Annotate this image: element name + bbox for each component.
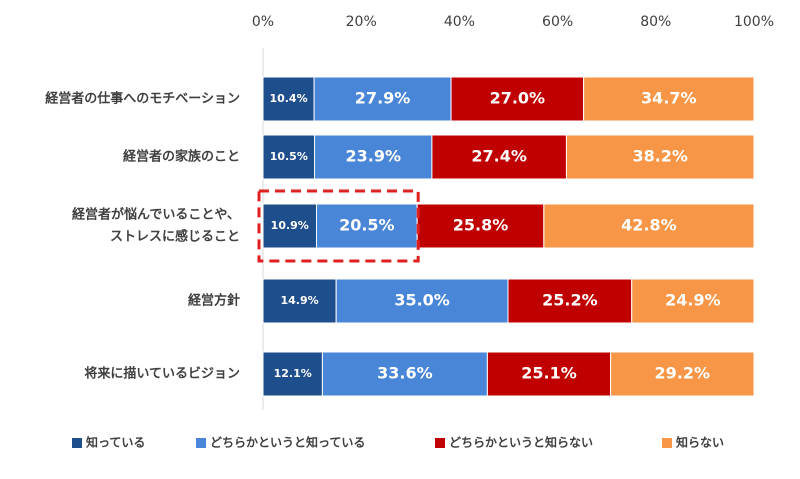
- highlight-box: [257, 189, 420, 263]
- bar-segment: [316, 203, 418, 249]
- bar-segment: [610, 351, 755, 397]
- category-label: 将来に描いているビジョン: [84, 366, 240, 382]
- bar-segment: [314, 134, 433, 180]
- data-label: 29.2%: [655, 364, 711, 383]
- bar-segment: [321, 351, 488, 397]
- x-tick-label: 0%: [252, 14, 274, 30]
- x-tick-label: 20%: [346, 14, 377, 30]
- category-label: 経営者の仕事へのモチベーション: [45, 91, 240, 107]
- data-label: 24.9%: [665, 291, 721, 310]
- bar-segment: [416, 203, 545, 249]
- legend-swatch: [662, 438, 672, 448]
- data-label: 27.0%: [490, 89, 546, 108]
- x-tick-label: 100%: [734, 14, 774, 30]
- data-label: 25.1%: [521, 364, 577, 383]
- category-label: ストレスに感じること: [110, 229, 240, 245]
- bar-segment: [486, 351, 612, 397]
- data-labels: 10.4% 27.9% 27.0% 34.7% 10.5% 23.9% 27.4% 38.2%…: [269, 89, 720, 383]
- data-label: 10.4%: [269, 92, 307, 105]
- bar-segment: [631, 278, 755, 324]
- bar-segment: [450, 76, 585, 122]
- x-tick-label: 60%: [542, 14, 573, 30]
- data-label: 33.6%: [377, 364, 433, 383]
- bar-segment: [313, 76, 452, 122]
- legend-label: どちらかというと知らない: [449, 435, 593, 450]
- bar-segment: [262, 203, 318, 249]
- data-label: 25.8%: [453, 216, 509, 235]
- x-tick-label: 80%: [640, 14, 671, 30]
- legend-label: どちらかというと知っている: [210, 435, 365, 450]
- bar-segment: [543, 203, 755, 249]
- data-label: 38.2%: [632, 147, 688, 166]
- bar-segment: [583, 76, 755, 122]
- legend-label: 知っている: [85, 435, 145, 450]
- bar-segment: [262, 351, 323, 397]
- x-axis-ticks: 0% 20% 40% 60% 80% 100%: [252, 14, 774, 30]
- data-label: 42.8%: [621, 216, 677, 235]
- data-label: 10.9%: [271, 219, 309, 232]
- data-label: 27.9%: [355, 89, 411, 108]
- legend-swatch: [435, 438, 445, 448]
- data-label: 23.9%: [345, 147, 401, 166]
- bar-segment: [565, 134, 755, 180]
- legend: 知っている どちらかというと知っている どちらかというと知らない 知らない: [72, 435, 724, 450]
- data-label: 20.5%: [339, 216, 395, 235]
- category-label: 経営者の家族のこと: [123, 149, 240, 165]
- data-label: 35.0%: [394, 291, 450, 310]
- bar-segment: [262, 278, 337, 324]
- x-tick-label: 40%: [444, 14, 475, 30]
- data-label: 27.4%: [471, 147, 527, 166]
- category-labels: 経営者の仕事へのモチベーション経営者の家族のこと経営者が悩んでいることや、ストレ…: [45, 91, 240, 382]
- bar-segment: [335, 278, 509, 324]
- data-label: 34.7%: [641, 89, 697, 108]
- legend-swatch: [72, 438, 82, 448]
- category-label: 経営者が悩んでいることや、: [72, 207, 240, 223]
- data-label: 25.2%: [542, 291, 598, 310]
- bar-segment: [507, 278, 633, 324]
- legend-label: 知らない: [675, 435, 724, 450]
- data-label: 12.1%: [274, 367, 312, 380]
- data-label: 14.9%: [280, 294, 318, 307]
- bars: [262, 76, 755, 397]
- data-label: 10.5%: [270, 150, 308, 163]
- legend-swatch: [196, 438, 206, 448]
- category-label: 経営方針: [188, 293, 240, 309]
